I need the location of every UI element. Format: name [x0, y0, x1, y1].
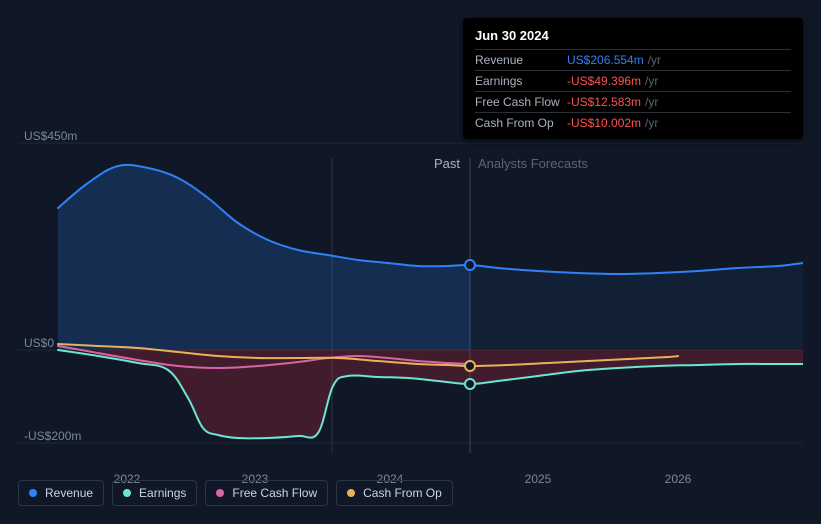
legend-label: Cash From Op: [363, 486, 442, 500]
tooltip-value: -US$12.583m: [567, 95, 641, 109]
y-axis-label: US$0: [24, 336, 54, 350]
tooltip-unit: /yr: [645, 116, 658, 130]
tooltip-unit: /yr: [645, 95, 658, 109]
tooltip-value: -US$49.396m: [567, 74, 641, 88]
tooltip-row: Free Cash Flow-US$12.583m/yr: [475, 91, 791, 112]
tooltip-value: US$206.554m: [567, 53, 644, 67]
chart-tooltip: Jun 30 2024 RevenueUS$206.554m/yrEarning…: [463, 18, 803, 139]
tooltip-row: RevenueUS$206.554m/yr: [475, 49, 791, 70]
legend-item-fcf[interactable]: Free Cash Flow: [205, 480, 328, 506]
forecasts-label: Analysts Forecasts: [478, 156, 588, 171]
tooltip-date: Jun 30 2024: [475, 28, 791, 43]
legend-label: Free Cash Flow: [232, 486, 317, 500]
legend-dot-icon: [29, 489, 37, 497]
tooltip-row: Cash From Op-US$10.002m/yr: [475, 112, 791, 133]
legend-item-earnings[interactable]: Earnings: [112, 480, 197, 506]
legend-dot-icon: [216, 489, 224, 497]
tooltip-value: -US$10.002m: [567, 116, 641, 130]
tooltip-unit: /yr: [645, 74, 658, 88]
x-axis-label: 2026: [665, 472, 692, 486]
legend-item-cfo[interactable]: Cash From Op: [336, 480, 453, 506]
tooltip-label: Revenue: [475, 53, 567, 67]
y-axis-label: US$450m: [24, 129, 77, 143]
legend-label: Revenue: [45, 486, 93, 500]
finance-chart: US$450mUS$0-US$200m 20222023202420252026…: [18, 18, 803, 506]
legend-dot-icon: [123, 489, 131, 497]
tooltip-label: Earnings: [475, 74, 567, 88]
past-label: Past: [434, 156, 460, 171]
chart-legend: Revenue Earnings Free Cash Flow Cash From O…: [18, 480, 453, 506]
tooltip-row: Earnings-US$49.396m/yr: [475, 70, 791, 91]
y-axis-label: -US$200m: [24, 429, 81, 443]
x-axis-label: 2025: [525, 472, 552, 486]
tooltip-label: Cash From Op: [475, 116, 567, 130]
legend-item-revenue[interactable]: Revenue: [18, 480, 104, 506]
tooltip-label: Free Cash Flow: [475, 95, 567, 109]
tooltip-unit: /yr: [648, 53, 661, 67]
legend-dot-icon: [347, 489, 355, 497]
legend-label: Earnings: [139, 486, 186, 500]
